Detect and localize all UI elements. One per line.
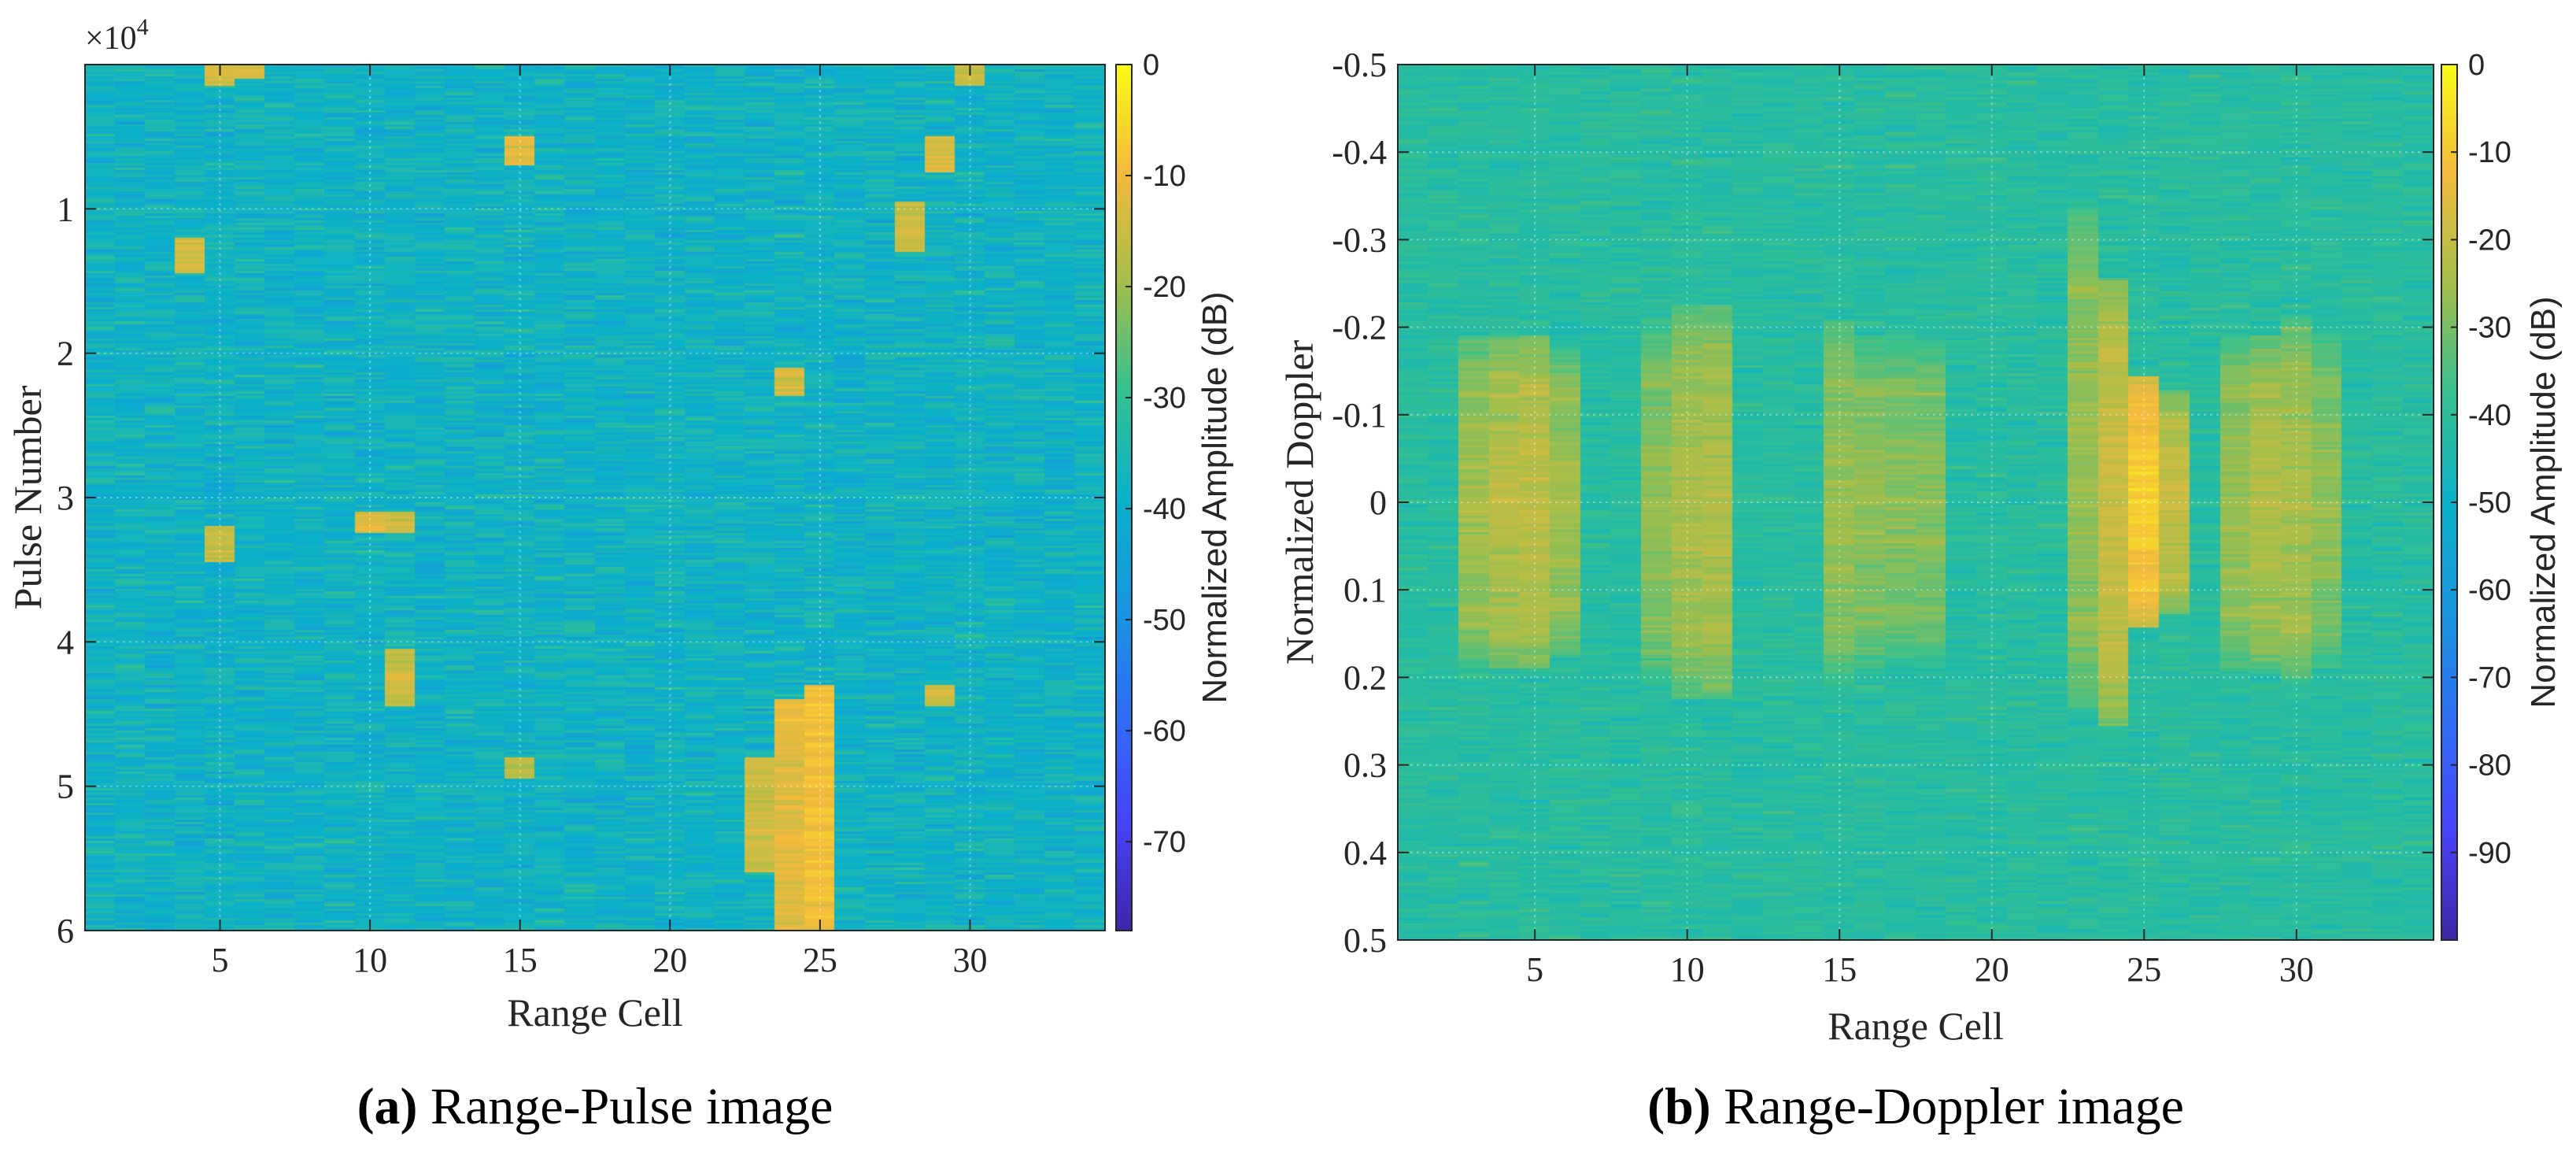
caption-tag-b: (b) [1647,1078,1711,1135]
x-axis-label-b: Range Cell [1828,1004,2004,1048]
x-tick-label-a-1: 10 [353,941,387,979]
colorbar-label-a: Normalized Amplitude (dB) [1196,291,1234,703]
y-tick-label-b-1: -0.4 [1332,133,1387,172]
y-tick-label-b-8: 0.3 [1343,746,1387,785]
colorbar-tick-label-b-6: -60 [2468,574,2511,607]
y-tick-label-b-7: 0.2 [1343,658,1387,697]
colorbar-a [1115,64,1133,931]
colorbar-tick-label-a-0: 0 [1143,49,1159,82]
colorbar-tick-label-a-5: -50 [1143,604,1186,637]
colorbar-tick-label-b-9: -90 [2468,837,2511,870]
colorbar-tick-label-b-3: -30 [2468,312,2511,345]
y-ticks-a: 1 2 3 4 5 6 [57,190,1105,950]
colorbar-tick-label-a-6: -60 [1143,715,1186,748]
y-tick-label-b-2: -0.3 [1332,220,1387,259]
x-tick-label-a-4: 25 [803,941,837,979]
x-tick-label-b-0: 5 [1526,950,1543,989]
colorbar-tick-label-a-7: -70 [1143,826,1186,859]
colorbar-tick-label-a-2: -20 [1143,271,1186,304]
y-axis-label-b: Normalized Doppler [1277,339,1321,664]
y-tick-label-a-4: 5 [57,768,74,806]
panel-range-doppler: 5 10 15 20 25 30 -0.5 -0.4 -0.3 -0.2 -0.1 0 0.1 0.2 0… [1277,46,2563,1135]
colorbar-tick-label-b-4: -40 [2468,399,2511,432]
y-tick-label-a-0: 1 [57,190,74,228]
y-tick-label-a-2: 3 [57,479,74,517]
caption-text-a: Range-Pulse image [431,1078,833,1135]
y-tick-label-a-3: 4 [57,623,74,661]
y-exponent-power-a: 4 [137,14,149,40]
y-exponent-base-a: ×10 [85,20,137,57]
y-tick-label-a-1: 2 [57,335,74,373]
colorbar-label-b: Normalized Amplitude (dB) [2524,296,2563,708]
colorbar-ticks-a: 0 -10 -20 -30 -40 -50 -60 -70 [1125,49,1186,859]
y-tick-label-b-6: 0.1 [1343,571,1387,609]
y-tick-label-b-0: -0.5 [1332,46,1387,84]
y-exponent-a: ×104 [85,14,149,57]
caption-tag-a: (a) [357,1078,418,1135]
caption-text-b: Range-Doppler image [1724,1078,2184,1135]
x-tick-label-b-5: 30 [2279,950,2314,989]
y-tick-label-b-3: -0.2 [1332,309,1387,347]
colorbar-tick-label-b-5: -50 [2468,487,2511,520]
heatmap-range-doppler [1398,65,2434,940]
y-tick-label-b-9: 0.4 [1343,834,1387,872]
x-tick-label-b-4: 25 [2127,950,2161,989]
y-tick-label-b-10: 0.5 [1343,921,1387,960]
x-tick-label-b-2: 15 [1822,950,1857,989]
x-tick-label-a-5: 30 [952,941,987,979]
x-axis-label-a: Range Cell [507,990,683,1034]
y-ticks-b: -0.5 -0.4 -0.3 -0.2 -0.1 0 0.1 0.2 0.3 0.4 0.5 [1332,46,2434,960]
colorbar-tick-label-a-4: -40 [1143,493,1186,526]
x-ticks-b: 5 10 15 20 25 30 [1526,65,2314,989]
heatmap-range-pulse [85,65,1105,931]
caption-a: (a) Range-Pulse image [357,1078,833,1135]
x-ticks-a: 5 10 15 20 25 30 [212,65,987,979]
y-tick-label-a-5: 6 [57,912,74,950]
y-tick-label-b-5: 0 [1369,483,1387,522]
x-tick-label-a-2: 15 [503,941,538,979]
colorbar-tick-label-b-8: -80 [2468,749,2511,783]
x-tick-label-a-0: 5 [212,941,229,979]
colorbar-tick-label-b-0: 0 [2468,49,2485,82]
colorbar-tick-label-b-7: -70 [2468,661,2511,694]
caption-b: (b) Range-Doppler image [1647,1078,2184,1135]
colorbar-tick-label-b-1: -10 [2468,136,2511,169]
colorbar-tick-label-b-2: -20 [2468,224,2511,257]
x-tick-label-b-3: 20 [1975,950,2009,989]
colorbar-ticks-b: 0 -10 -20 -30 -40 -50 -60 -70 -80 -90 [2451,49,2511,870]
colorbar-tick-label-a-3: -30 [1143,382,1186,415]
colorbar-tick-label-a-1: -10 [1143,160,1186,193]
y-axis-label-a: Pulse Number [6,385,50,609]
y-tick-label-b-4: -0.1 [1332,396,1387,435]
grid-b [1398,64,2434,941]
x-tick-label-b-1: 10 [1670,950,1705,989]
x-tick-label-a-3: 20 [652,941,687,979]
